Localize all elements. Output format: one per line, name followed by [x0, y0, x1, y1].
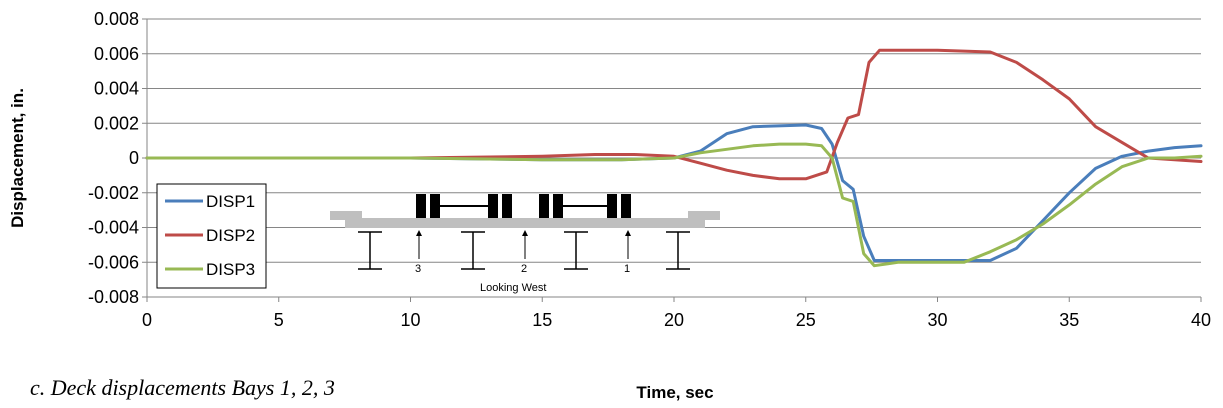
series-lines	[145, 48, 1203, 268]
series-line-disp2	[145, 48, 1203, 181]
x-tick-label: 35	[1059, 310, 1079, 330]
arrow-head	[625, 230, 631, 236]
vehicle-axles	[416, 194, 631, 218]
legend-label-disp2: DISP2	[206, 226, 255, 245]
y-axis-title: Displacement, in.	[8, 88, 27, 228]
y-tick-label: 0.008	[94, 9, 139, 29]
wheel-block	[621, 194, 631, 218]
wheel-block	[607, 194, 617, 218]
y-tick-label: 0.004	[94, 79, 139, 99]
y-tick-label: 0	[129, 148, 139, 168]
wheel-block	[430, 194, 440, 218]
bay-label-2: 2	[521, 263, 527, 275]
legend: DISP1 DISP2 DISP3	[156, 183, 267, 289]
x-tick-label: 10	[400, 310, 420, 330]
y-tick-label: -0.006	[88, 252, 139, 272]
x-tick-label: 40	[1191, 310, 1211, 330]
y-tick-label: -0.008	[88, 287, 139, 307]
y-tick-label: 0.002	[94, 113, 139, 133]
girders	[358, 231, 690, 270]
inset-caption: Looking West	[480, 282, 546, 294]
wheel-block	[539, 194, 549, 218]
figure-caption: c. Deck displacements Bays 1, 2, 3	[30, 375, 335, 400]
x-tick-label: 0	[142, 310, 152, 330]
x-tick-label: 20	[664, 310, 684, 330]
wheel-block	[502, 194, 512, 218]
wheel-block	[488, 194, 498, 218]
x-tick-label: 5	[274, 310, 284, 330]
arrow-head	[416, 230, 422, 236]
legend-label-disp1: DISP1	[206, 192, 255, 211]
bridge-section-diagram: 3 2 1 Looking West	[330, 194, 720, 294]
bay-label-3: 3	[415, 263, 421, 275]
arrow-head	[522, 230, 528, 236]
x-tick-label: 15	[532, 310, 552, 330]
wheel-block	[416, 194, 426, 218]
y-tick-label: 0.006	[94, 44, 139, 64]
x-tick-label: 25	[796, 310, 816, 330]
x-axis-title: Time, sec	[636, 383, 713, 402]
y-tick-label: -0.002	[88, 183, 139, 203]
wheel-block	[553, 194, 563, 218]
y-axis-ticks: 0.008 0.006 0.004 0.002 0 -0.002 -0.004 -0.006 -…	[88, 9, 147, 307]
y-tick-label: -0.004	[88, 218, 139, 238]
series-line-disp3	[145, 142, 1203, 268]
deck-slab	[330, 211, 720, 228]
x-tick-label: 30	[927, 310, 947, 330]
x-axis-ticks: 0 5 10 15 20 25 30 35 40	[142, 297, 1211, 330]
legend-label-disp3: DISP3	[206, 260, 255, 279]
sensor-arrows	[416, 230, 631, 259]
bay-label-1: 1	[624, 263, 630, 275]
